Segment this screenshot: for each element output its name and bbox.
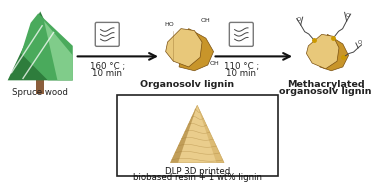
Text: 160 °C ;: 160 °C ; <box>90 62 125 71</box>
Text: HO: HO <box>164 22 174 27</box>
Polygon shape <box>8 11 73 80</box>
FancyBboxPatch shape <box>117 95 278 176</box>
FancyBboxPatch shape <box>95 22 119 46</box>
Polygon shape <box>170 105 197 163</box>
Polygon shape <box>166 29 202 67</box>
Polygon shape <box>21 13 73 80</box>
Text: Spruce wood: Spruce wood <box>12 88 68 97</box>
Text: Organosolv lignin: Organosolv lignin <box>139 80 234 89</box>
Text: biobased resin + 1 wt% lignin: biobased resin + 1 wt% lignin <box>133 173 262 182</box>
Polygon shape <box>307 34 339 69</box>
Text: 10 min: 10 min <box>226 69 256 78</box>
Text: 110 °C ;: 110 °C ; <box>224 62 259 71</box>
Polygon shape <box>197 105 224 163</box>
Text: DLP 3D printed: DLP 3D printed <box>165 167 230 176</box>
Polygon shape <box>170 105 224 163</box>
Polygon shape <box>44 21 73 80</box>
Text: O: O <box>346 13 350 18</box>
Text: O: O <box>297 17 302 22</box>
Text: 10 min: 10 min <box>92 69 122 78</box>
Text: Methacrylated: Methacrylated <box>287 80 364 89</box>
Polygon shape <box>36 80 44 94</box>
Text: OH: OH <box>200 18 210 23</box>
Text: OH: OH <box>210 61 220 66</box>
FancyBboxPatch shape <box>229 22 253 46</box>
Text: O: O <box>358 40 362 45</box>
Text: organosolv lignin: organosolv lignin <box>279 87 372 96</box>
Polygon shape <box>179 29 214 71</box>
Polygon shape <box>320 34 349 71</box>
